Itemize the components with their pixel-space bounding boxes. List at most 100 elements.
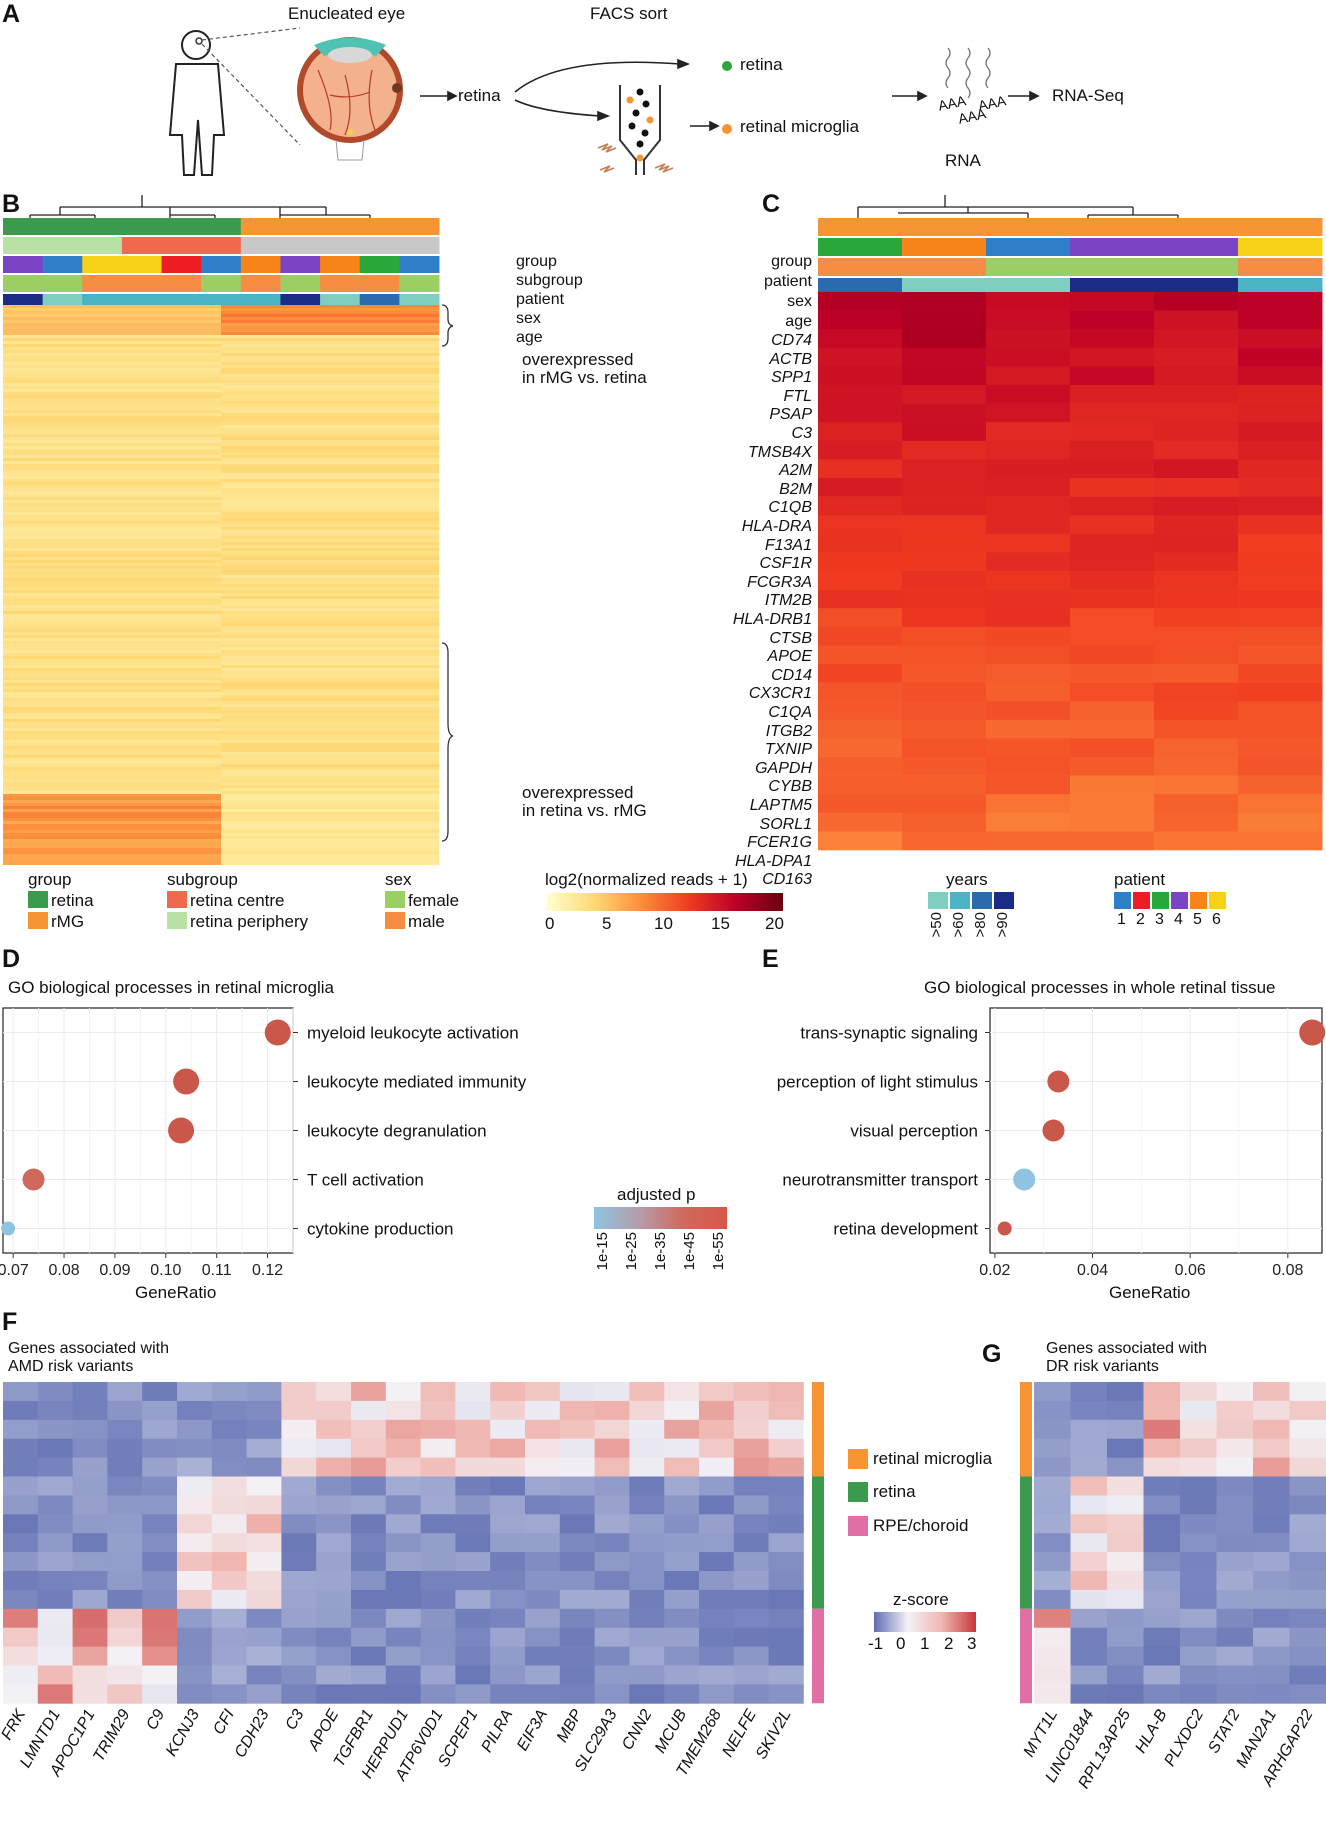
heatmap-c-cell [818, 812, 903, 832]
heatmap-row [3, 494, 222, 498]
zscore-cell [1289, 1382, 1326, 1402]
zscore-cell [1289, 1457, 1326, 1477]
zscore-cell [594, 1552, 630, 1572]
heatmap-row [3, 575, 222, 579]
gene-label-f13a1: F13A1 [764, 536, 812, 554]
heatmap-row [3, 806, 222, 810]
zscore-cell [37, 1438, 73, 1458]
heatmap-row [221, 356, 440, 360]
heatmap-c-cell [1154, 478, 1239, 497]
zscore-cell [525, 1438, 561, 1458]
heatmap-c-cell [1154, 757, 1239, 776]
annotation-cell-c [1238, 278, 1323, 296]
zscore-cell [490, 1665, 526, 1685]
zscore-cell [733, 1476, 769, 1496]
zscore-cell [246, 1438, 282, 1458]
legend-years: >50 >60 >80 >90 [928, 892, 1028, 952]
panel-a-schematic [168, 27, 1040, 176]
zscore-cell [3, 1684, 39, 1704]
heatmap-row [221, 536, 440, 540]
zscore-cell [733, 1571, 769, 1591]
column-label: CFI [210, 1706, 238, 1737]
annotation-cell [399, 218, 440, 235]
zscore-cell [733, 1665, 769, 1685]
zscore-cell [281, 1627, 317, 1647]
annotation-cell-c [1070, 258, 1155, 276]
heatmap-c-cell [902, 292, 987, 311]
patient-tick: 1 [1117, 911, 1126, 928]
heatmap-row [221, 806, 440, 810]
zscore-cell [211, 1419, 247, 1440]
group-bar-rmg [1020, 1382, 1032, 1477]
zscore-cell [1289, 1400, 1326, 1421]
heatmap-row [221, 749, 440, 753]
heatmap-row [221, 662, 440, 666]
heatmap-row [3, 338, 222, 342]
heatmap-row [221, 473, 440, 477]
heatmap-c-cell [986, 645, 1071, 665]
heatmap-row [221, 485, 440, 489]
zscore-cell [594, 1627, 630, 1647]
heatmap-c-cell [818, 459, 903, 479]
heatmap-c-cell [986, 626, 1071, 646]
heatmap-row [3, 671, 222, 675]
heatmap-c-cell [1070, 403, 1155, 423]
heatmap-row [3, 857, 222, 861]
zscore-cell [490, 1684, 526, 1704]
heatmap-row [221, 710, 440, 714]
zscore-cell [37, 1571, 73, 1591]
heatmap-c-cell [902, 608, 987, 628]
zscore-cell [316, 1533, 352, 1553]
zscore-cell [72, 1495, 108, 1515]
heatmap-c-cell [902, 329, 987, 349]
heatmap-row [3, 395, 222, 399]
zscore-cell [699, 1589, 735, 1610]
heatmap-row [221, 398, 440, 402]
zscore-cell [246, 1419, 282, 1440]
zscore-cell [72, 1533, 108, 1553]
legend-male-swatch [385, 912, 405, 929]
zscore-cell [281, 1419, 317, 1440]
heatmap-row [3, 794, 222, 798]
zscore-cell [664, 1400, 700, 1421]
heatmap-row [221, 506, 440, 510]
heatmap-row [3, 512, 222, 516]
zscore-cell [107, 1533, 143, 1553]
patient-tick: 6 [1212, 911, 1221, 928]
heatmap-c-cell [818, 552, 903, 572]
legend-zscore-tick-1: 0 [896, 1634, 906, 1653]
zscore-cell [594, 1571, 630, 1591]
zscore-cell [177, 1665, 213, 1685]
heatmap-row [3, 557, 222, 561]
heatmap-row [221, 488, 440, 492]
heatmap-row [221, 746, 440, 750]
legend-scale-bar [547, 893, 783, 911]
zscore-cell [768, 1495, 804, 1515]
heatmap-row [221, 686, 440, 690]
zscore-cell [1180, 1552, 1217, 1572]
zscore-cell [455, 1476, 491, 1496]
zscore-cell [385, 1571, 421, 1591]
heatmap-row [221, 578, 440, 582]
zscore-cell [107, 1608, 143, 1629]
heatmap-c-cell [986, 589, 1071, 609]
heatmap-row [3, 389, 222, 393]
heatmap-row [221, 683, 440, 687]
zscore-cell [177, 1552, 213, 1572]
zscore-cell [1070, 1457, 1108, 1477]
heatmap-row [3, 398, 222, 402]
zscore-cell [281, 1457, 317, 1477]
annotation-cell-c [818, 258, 903, 276]
panel-label-c: C [762, 190, 781, 218]
heatmap-row [3, 641, 222, 645]
heatmap-row [3, 773, 222, 777]
heatmap-c-cell [1238, 794, 1323, 814]
heatmap-c-cell [1154, 459, 1239, 479]
heatmap-c-cell [902, 664, 987, 683]
zscore-cell [281, 1571, 317, 1591]
heatmap-c-cell [1070, 552, 1155, 572]
zscore-cell [1070, 1495, 1108, 1515]
heatmap-row [221, 770, 440, 774]
panel-f-title-2: AMD risk variants [8, 1358, 134, 1375]
zscore-cell [490, 1589, 526, 1610]
